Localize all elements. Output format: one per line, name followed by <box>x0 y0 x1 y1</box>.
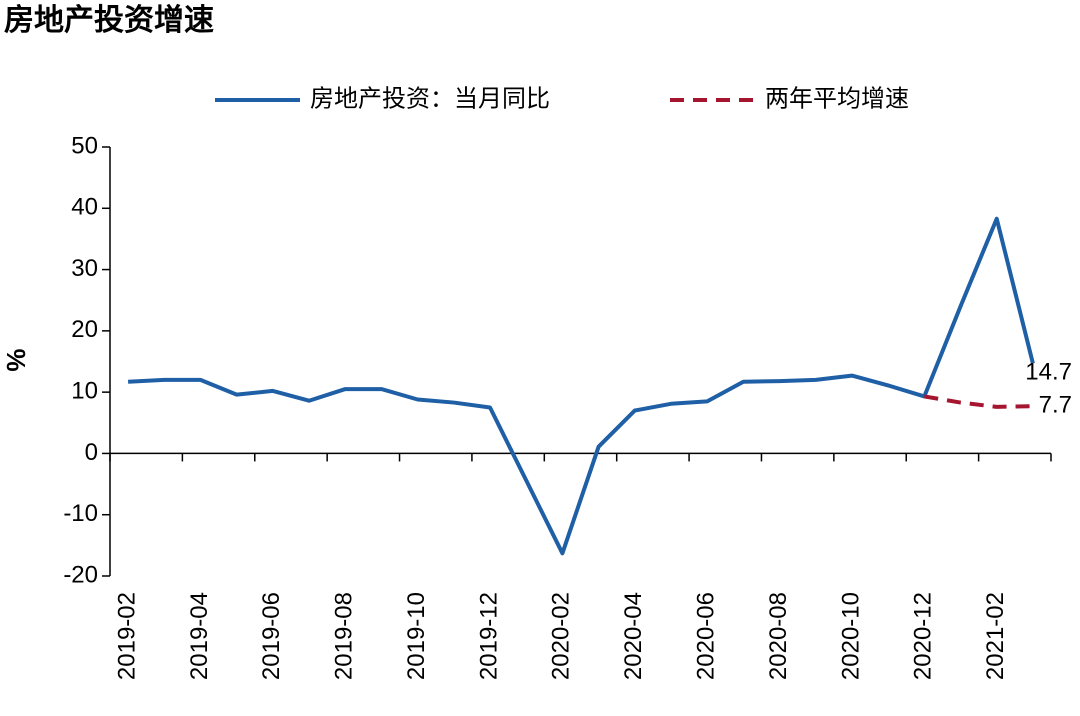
y-tick-label: 50 <box>71 132 98 159</box>
x-tick-label: 2021-02 <box>982 592 1009 680</box>
series-line <box>923 394 1033 409</box>
x-tick-label: 2020-08 <box>765 592 792 680</box>
data-label: 7.7 <box>1039 392 1072 419</box>
legend-label: 房地产投资：当月同比 <box>310 85 550 112</box>
y-tick-label: 0 <box>85 439 98 466</box>
x-tick-label: 2020-10 <box>837 592 864 680</box>
x-tick-label: 2019-06 <box>258 592 285 680</box>
x-tick-label: 2019-12 <box>475 592 502 680</box>
y-tick-label: 40 <box>71 194 98 221</box>
chart-title: 房地产投资增速 <box>4 3 214 38</box>
x-tick-label: 2020-06 <box>693 592 720 680</box>
x-tick-label: 2019-02 <box>113 592 140 680</box>
legend-label: 两年平均增速 <box>765 85 909 112</box>
y-tick-label: -20 <box>63 561 98 588</box>
x-tick-label: 2020-12 <box>910 592 937 680</box>
data-label: 14.7 <box>1025 359 1072 386</box>
series-line <box>127 216 1035 556</box>
y-tick-label: -10 <box>63 500 98 527</box>
x-tick-label: 2020-04 <box>620 592 647 680</box>
x-tick-label: 2020-02 <box>548 592 575 680</box>
y-axis-label: % <box>1 348 31 371</box>
y-tick-label: 20 <box>71 316 98 343</box>
x-tick-label: 2019-10 <box>403 592 430 680</box>
x-tick-label: 2019-04 <box>186 592 213 680</box>
y-tick-label: 30 <box>71 255 98 282</box>
y-tick-label: 10 <box>71 377 98 404</box>
x-tick-label: 2019-08 <box>331 592 358 680</box>
